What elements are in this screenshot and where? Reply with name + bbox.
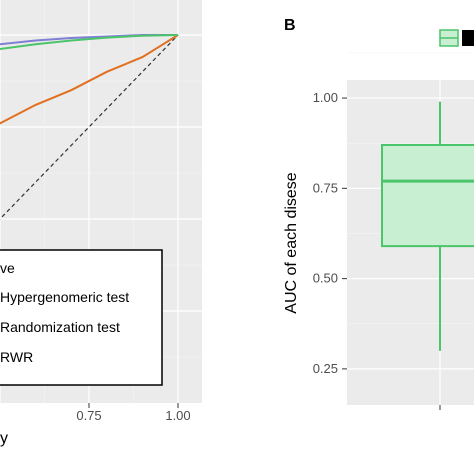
y-tick-label: 0.50 (313, 271, 338, 286)
legend-key-label-stub (462, 30, 474, 46)
panel-b-y-ticks: 0.25 0.50 0.75 1.00 (313, 90, 347, 376)
y-tick-label: 0.25 (313, 361, 338, 376)
panel-a-x-ticks: 0.75 1.00 (76, 403, 191, 423)
legend-entry-hypergenomeric: Hypergenomeric test (0, 289, 129, 305)
legend-frame (0, 249, 163, 386)
panel-b-label: B (284, 17, 296, 34)
box-plot (381, 101, 474, 351)
legend-title: ve (0, 260, 15, 276)
x-tick-label: 1.00 (165, 408, 190, 423)
legend-key (439, 29, 474, 47)
legend-box: ve Hypergenomeric test Randomization tes… (0, 249, 163, 386)
panel-b-y-axis-title: AUC of each disese (283, 172, 300, 314)
box-iqr (381, 144, 474, 248)
y-tick-label: 0.75 (313, 180, 338, 195)
x-tick-label: 0.75 (76, 408, 101, 423)
panel-b: B 0.25 0.50 0.75 1.00 AUC of each disese (283, 17, 474, 410)
legend-entry-rwr: RWR (0, 349, 33, 365)
y-tick-label: 1.00 (313, 90, 338, 105)
series-line-rwr (0, 34, 179, 50)
legend-entry-randomization: Randomization test (0, 319, 120, 335)
panel-a-series (0, 34, 179, 125)
panel-a: ve Hypergenomeric test Randomization tes… (0, 0, 202, 447)
panel-a-x-axis-title: y (0, 430, 8, 447)
series-line-randomization-test (0, 34, 179, 125)
